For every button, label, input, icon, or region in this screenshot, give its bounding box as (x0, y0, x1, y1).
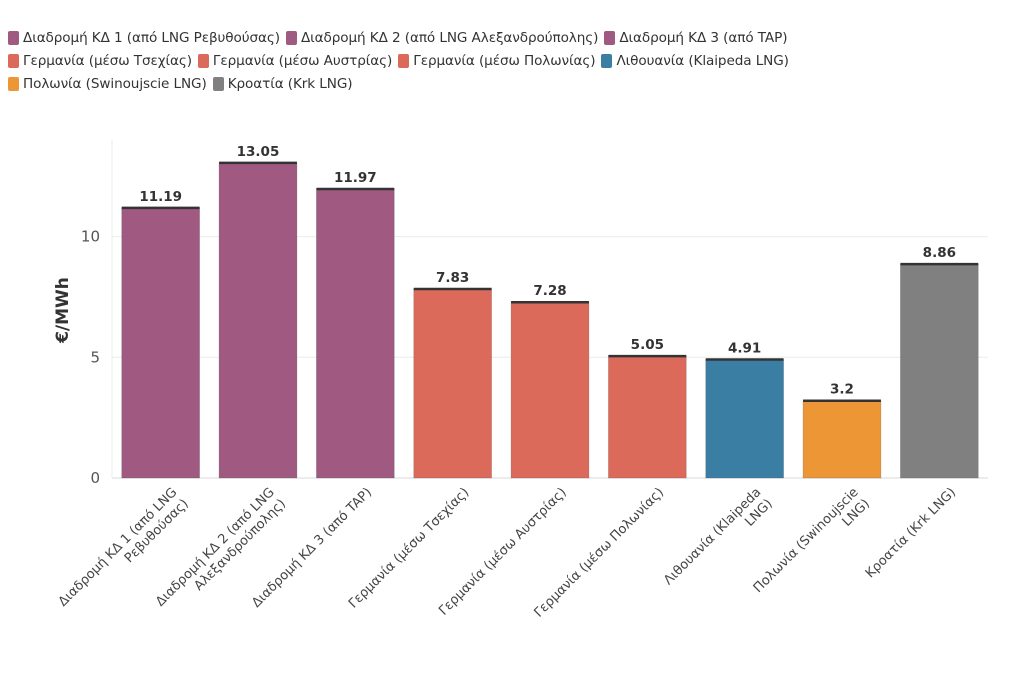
legend-swatch (8, 76, 19, 91)
y-tick-label: 0 (90, 469, 100, 487)
legend-item[interactable]: Πολωνία (Swinoujscie LNG) (8, 76, 207, 92)
category-labels: Διαδρομή ΚΔ 1 (από LNGΡεβυθούσας)Διαδρομ… (56, 485, 959, 620)
bar[interactable] (413, 288, 493, 479)
legend-item[interactable]: Κροατία (Krk LNG) (212, 75, 353, 92)
x-tick-label-line: Κροατία (Krk LNG) (863, 485, 959, 581)
value-labels: 11.19 13.05 11.97 7.83 7.28 5.05 4.91 3.2 8.86 (139, 144, 956, 398)
bar[interactable] (802, 400, 882, 479)
value-label: 11.97 (334, 170, 377, 186)
value-label: 11.19 (139, 189, 182, 205)
bar[interactable] (900, 263, 979, 479)
legend-swatch (8, 30, 19, 45)
bar[interactable] (121, 207, 200, 479)
bars (121, 161, 979, 479)
y-axis-ticks: 0 5 10 (81, 228, 100, 487)
legend-item[interactable]: Διαδρομή ΚΔ 3 (από TAP) (604, 29, 788, 46)
legend-label: Διαδρομή ΚΔ 2 (από LNG Αλεξανδρούπολης) (300, 29, 599, 46)
x-tick-label-line: Λιθουανία (Klaipeda (661, 485, 764, 588)
legend-swatch (197, 53, 209, 68)
x-tick-label: Κροατία (Krk LNG) (863, 485, 959, 581)
legend-swatch (285, 30, 297, 45)
legend-label: Πολωνία (Swinoujscie LNG) (23, 75, 207, 92)
bar[interactable] (218, 162, 298, 479)
legend-label: Διαδρομή ΚΔ 3 (από TAP) (619, 29, 788, 46)
legend-row: Πολωνία (Swinoujscie LNG) Κροατία (Krk LN… (8, 72, 998, 95)
legend-item[interactable]: Διαδρομή ΚΔ 2 (από LNG Αλεξανδρούπολης) (285, 29, 599, 46)
legend-swatch (601, 53, 613, 68)
legend-row: Γερμανία (μέσω Τσεχίας) Γερμανία (μέσω Αυ… (8, 49, 998, 72)
y-axis-title: €/MWh (53, 277, 73, 344)
legend-swatch (604, 30, 616, 45)
legend-label: Διαδρομή ΚΔ 1 (από LNG Ρεβυθούσας) (23, 29, 280, 46)
value-label: 7.83 (436, 270, 469, 286)
value-label: 8.86 (923, 245, 956, 261)
y-tick-label: 10 (81, 228, 100, 246)
value-label: 4.91 (728, 340, 761, 356)
legend-label: Κροατία (Krk LNG) (227, 75, 353, 92)
bar[interactable] (315, 188, 395, 479)
legend-swatch (8, 53, 19, 68)
bar[interactable] (510, 301, 590, 479)
legend-item[interactable]: Διαδρομή ΚΔ 1 (από LNG Ρεβυθούσας) (8, 30, 280, 46)
legend-item[interactable]: Λιθουανία (Klaipeda LNG) (601, 52, 789, 69)
y-tick-label: 5 (90, 348, 100, 366)
legend-row: Διαδρομή ΚΔ 1 (από LNG Ρεβυθούσας) Διαδρο… (8, 26, 998, 49)
bar[interactable] (608, 355, 687, 479)
value-label: 3.2 (830, 382, 854, 398)
value-label: 13.05 (237, 144, 280, 160)
legend-item[interactable]: Γερμανία (μέσω Πολωνίας) (398, 52, 596, 69)
bar[interactable] (705, 359, 785, 479)
legend-item[interactable]: Γερμανία (μέσω Τσεχίας) (8, 53, 192, 69)
legend-swatch (212, 76, 224, 91)
legend-label: Λιθουανία (Klaipeda LNG) (616, 52, 789, 69)
value-label: 7.28 (533, 283, 566, 299)
legend-swatch (398, 53, 410, 68)
legend-item[interactable]: Γερμανία (μέσω Αυστρίας) (197, 52, 393, 69)
legend-label: Γερμανία (μέσω Πολωνίας) (413, 52, 596, 69)
legend-label: Γερμανία (μέσω Αυστρίας) (212, 52, 393, 69)
legend-label: Γερμανία (μέσω Τσεχίας) (23, 52, 192, 69)
chart-legend: Διαδρομή ΚΔ 1 (από LNG Ρεβυθούσας) Διαδρο… (8, 26, 998, 95)
value-label: 5.05 (631, 337, 664, 353)
